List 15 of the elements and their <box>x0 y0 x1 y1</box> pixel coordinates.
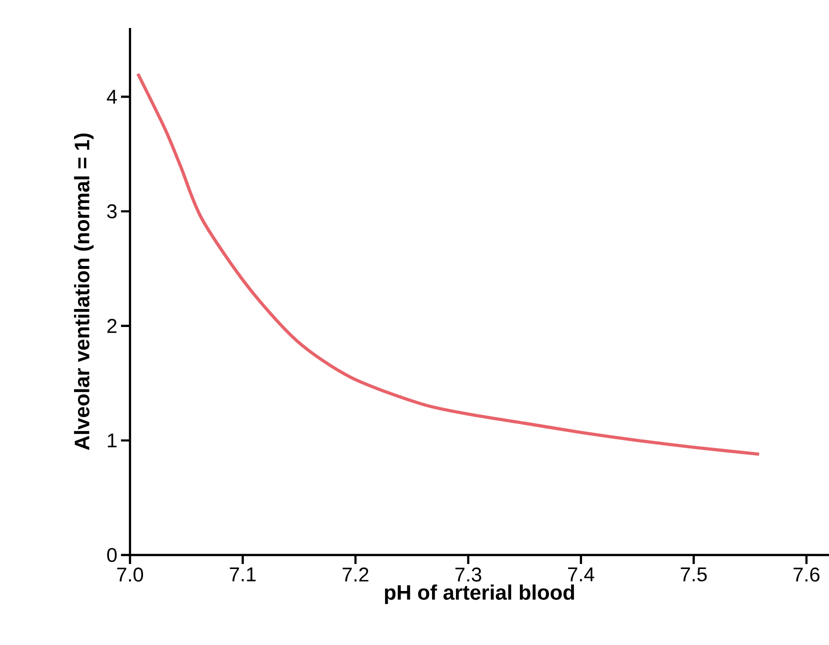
y-tick-label: 2 <box>107 318 116 333</box>
y-tick-label: 1 <box>108 434 117 448</box>
y-tick-label: 4 <box>106 90 117 104</box>
x-tick-label: 7.0 <box>117 568 144 582</box>
line-series <box>136 72 761 456</box>
y-axis-title: Alveolar ventilation (normal = 1) <box>74 134 94 450</box>
x-tick-label: 7.3 <box>455 568 482 582</box>
x-tick-label: 7.4 <box>568 568 594 582</box>
x-axis-title: pH of arterial blood <box>384 584 574 604</box>
y-tick-label: 0 <box>107 548 117 562</box>
x-tick-label: 7.6 <box>794 568 820 582</box>
y-tick-label: 3 <box>107 204 117 218</box>
x-tick-label: 7.5 <box>680 568 707 582</box>
x-tick-label: 7.2 <box>342 568 368 582</box>
x-tick-label: 7.1 <box>230 568 256 582</box>
